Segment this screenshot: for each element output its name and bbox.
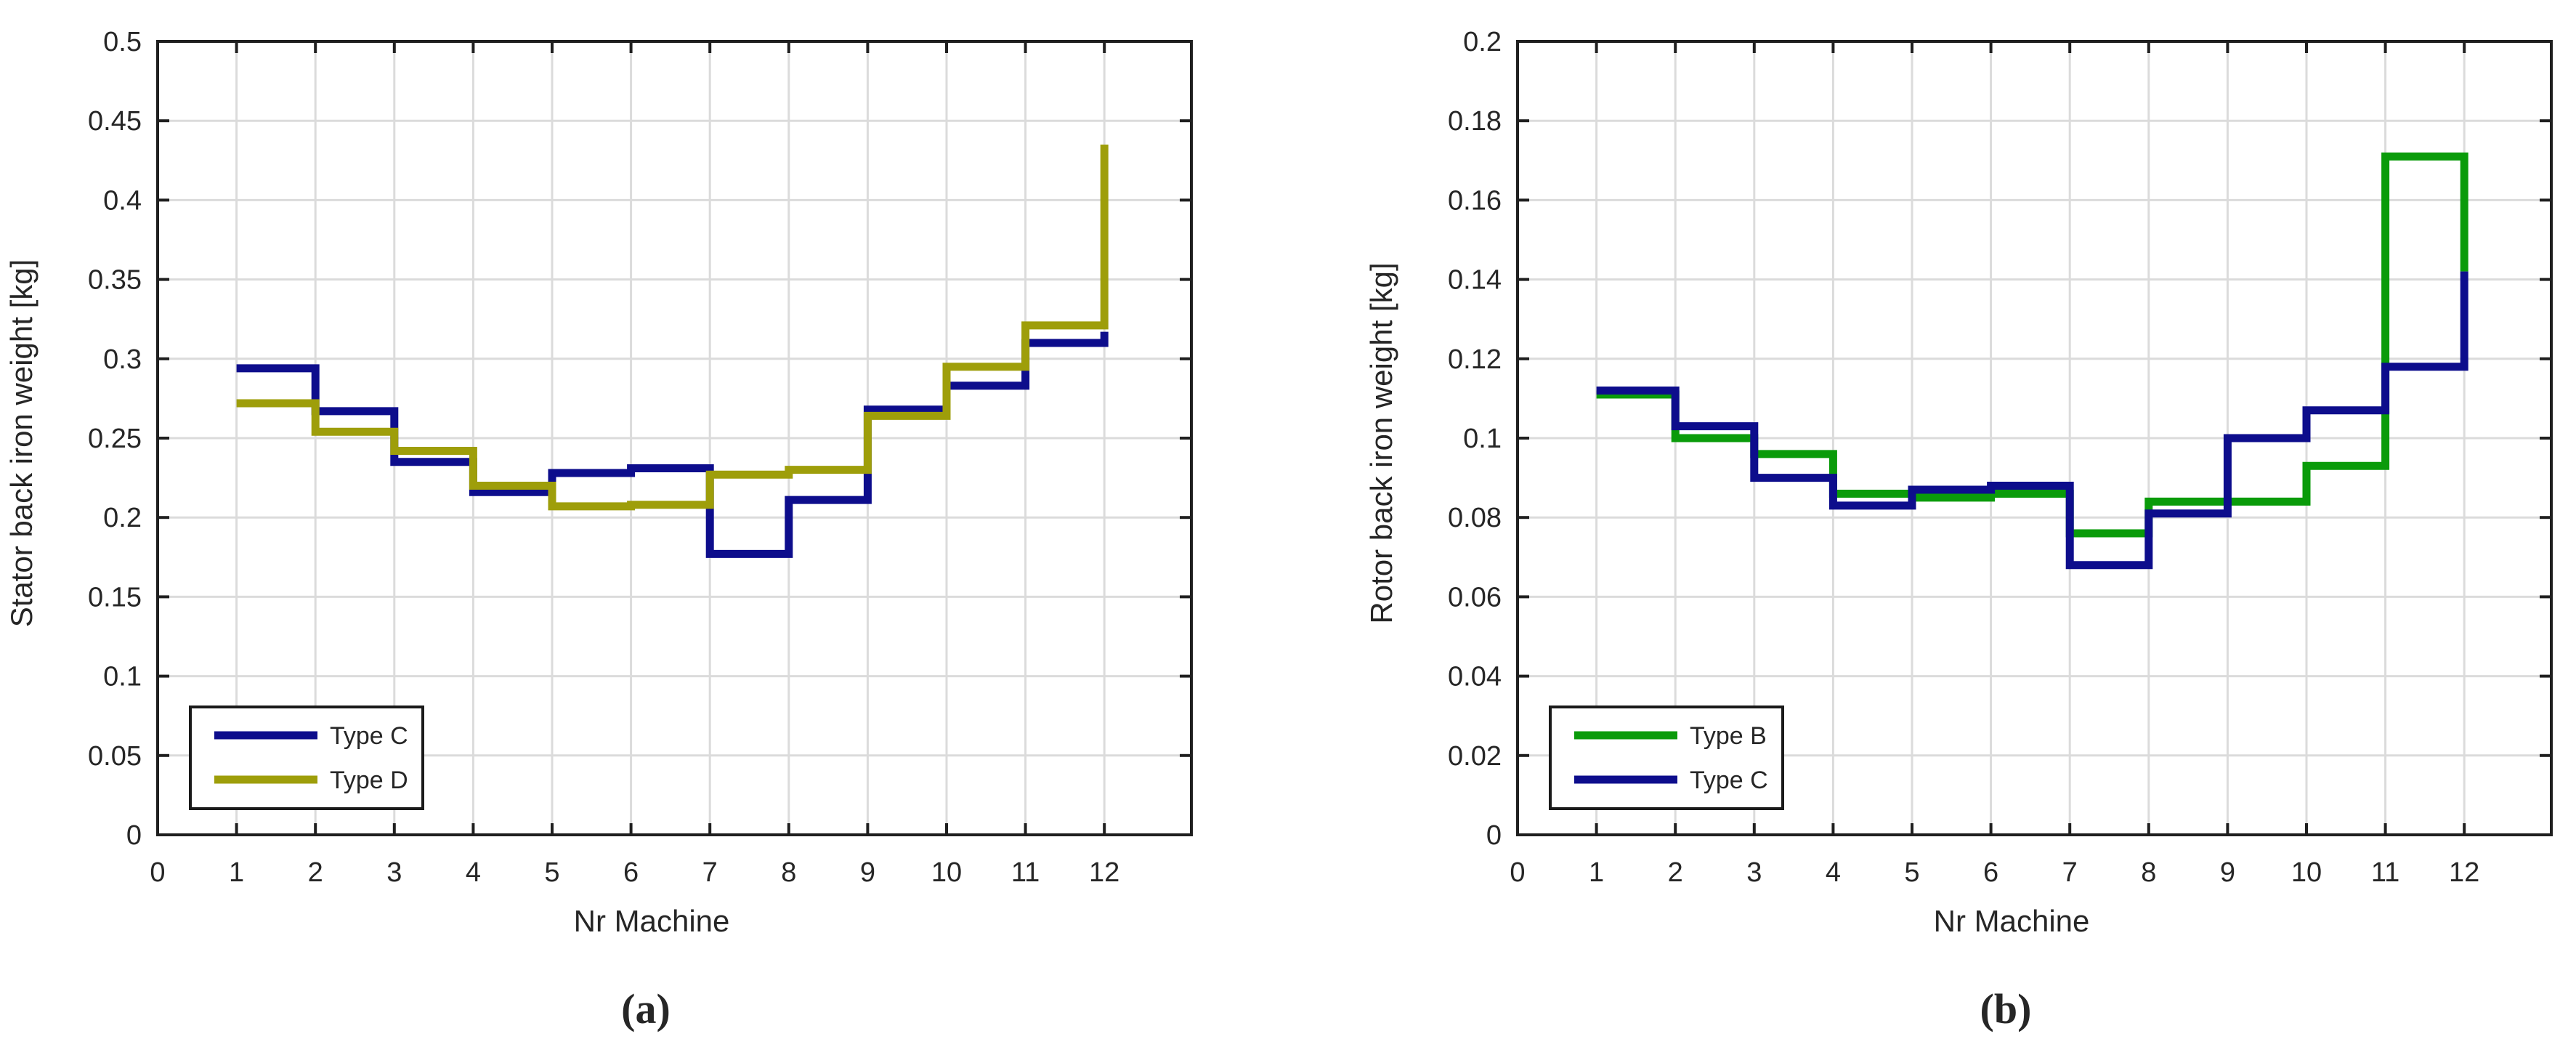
legend-box — [1549, 706, 1784, 810]
x-axis-label: Nr Machine — [574, 904, 730, 938]
x-tick-label: 10 — [2291, 857, 2322, 888]
x-tick-label: 11 — [1011, 857, 1040, 888]
x-tick-label: 10 — [931, 857, 962, 888]
x-tick-label: 9 — [2220, 857, 2235, 888]
x-tick-label: 12 — [1089, 857, 1119, 888]
x-tick-label: 2 — [1668, 857, 1683, 888]
x-tick-label: 7 — [2062, 857, 2078, 888]
series-path-type-c — [1596, 271, 2468, 570]
y-tick-label: 0.5 — [103, 27, 142, 57]
y-tick-label: 0.14 — [1448, 265, 1502, 296]
x-tick-label: 3 — [1746, 857, 1762, 888]
y-tick-label: 0.16 — [1448, 185, 1502, 216]
x-axis-label: Nr Machine — [1934, 904, 2090, 938]
legend-box — [189, 706, 424, 810]
subfigure-caption: (a) — [621, 985, 671, 1032]
y-tick-label: 0.1 — [1463, 424, 1502, 454]
x-tick-label: 6 — [623, 857, 639, 888]
y-tick-label: 0.35 — [88, 265, 142, 296]
legend-label: Type D — [330, 767, 408, 794]
x-tick-label: 2 — [308, 857, 323, 888]
y-tick-label: 0.12 — [1448, 344, 1502, 375]
x-tick-label: 11 — [2371, 857, 2399, 888]
legend-label: Type B — [1690, 722, 1767, 750]
y-tick-label: 0.06 — [1448, 582, 1502, 613]
y-tick-label: 0.05 — [88, 741, 142, 772]
x-tick-label: 8 — [2141, 857, 2156, 888]
x-tick-label: 9 — [860, 857, 875, 888]
x-tick-label: 6 — [1983, 857, 1998, 888]
y-tick-label: 0.02 — [1448, 741, 1502, 772]
x-tick-label: 7 — [702, 857, 718, 888]
series-path-type-d — [236, 144, 1109, 511]
y-tick-label: 0.18 — [1448, 106, 1502, 137]
x-tick-label: 4 — [466, 857, 481, 888]
legend-label: Type C — [1690, 767, 1768, 794]
x-tick-label: 1 — [229, 857, 244, 888]
x-tick-label: 4 — [1826, 857, 1841, 888]
y-tick-label: 0 — [126, 820, 142, 851]
x-tick-label: 5 — [544, 857, 559, 888]
y-tick-label: 0.45 — [88, 106, 142, 137]
y-tick-label: 0 — [1486, 820, 1502, 851]
x-tick-label: 0 — [1510, 857, 1525, 888]
subfigure-caption: (b) — [1980, 985, 2032, 1032]
y-tick-label: 0.2 — [103, 503, 142, 533]
legend-label: Type C — [330, 722, 408, 750]
x-tick-label: 3 — [386, 857, 402, 888]
y-axis-label: Rotor back iron weight [kg] — [1364, 262, 1398, 623]
y-tick-label: 0.4 — [103, 185, 142, 216]
x-tick-label: 12 — [2449, 857, 2479, 888]
y-tick-label: 0.25 — [88, 424, 142, 454]
x-tick-label: 8 — [781, 857, 796, 888]
y-tick-label: 0.1 — [103, 662, 142, 692]
y-tick-label: 0.2 — [1463, 27, 1502, 57]
y-tick-label: 0.3 — [103, 344, 142, 375]
x-tick-label: 0 — [150, 857, 165, 888]
y-tick-label: 0.15 — [88, 582, 142, 613]
y-axis-label: Stator back iron weight [kg] — [4, 259, 39, 628]
x-tick-label: 1 — [1589, 857, 1604, 888]
x-tick-label: 5 — [1904, 857, 1919, 888]
y-tick-label: 0.08 — [1448, 503, 1502, 533]
series-path-type-b — [1596, 152, 2468, 538]
y-tick-label: 0.04 — [1448, 662, 1502, 692]
